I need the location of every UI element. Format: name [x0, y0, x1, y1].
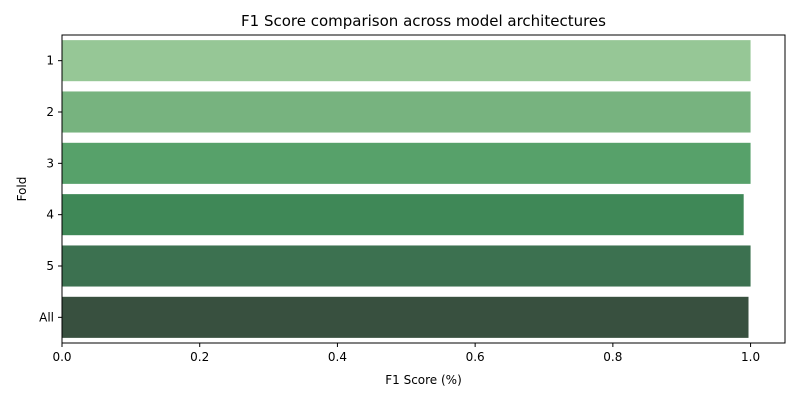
- bar-4: [62, 194, 744, 236]
- y-tick-label: All: [39, 310, 54, 324]
- bar-2: [62, 91, 751, 133]
- x-tick-label: 0.0: [52, 350, 71, 364]
- y-tick-label: 1: [46, 54, 54, 68]
- y-axis-label: Fold: [15, 177, 29, 202]
- y-axis-ticks: 1 2 3 4 5 All: [39, 54, 62, 324]
- x-axis-ticks: 0.0 0.2 0.4 0.6 0.8 1.0: [52, 343, 760, 364]
- y-tick-label: 2: [46, 105, 54, 119]
- x-axis-label: F1 Score (%): [385, 373, 462, 387]
- x-tick-label: 0.8: [603, 350, 622, 364]
- y-tick-label: 4: [46, 208, 54, 222]
- bar-1: [62, 40, 751, 82]
- x-tick-label: 0.4: [328, 350, 347, 364]
- bar-3: [62, 142, 751, 184]
- bar-all: [62, 296, 749, 338]
- y-tick-label: 3: [46, 156, 54, 170]
- plot-frame: [61, 34, 786, 344]
- x-tick-label: 0.2: [190, 350, 209, 364]
- chart-title: F1 Score comparison across model archite…: [241, 12, 606, 30]
- x-tick-label: 0.6: [466, 350, 485, 364]
- x-tick-label: 1.0: [741, 350, 760, 364]
- bar-5: [62, 245, 751, 287]
- bars-group: [62, 40, 751, 338]
- y-tick-label: 5: [46, 259, 54, 273]
